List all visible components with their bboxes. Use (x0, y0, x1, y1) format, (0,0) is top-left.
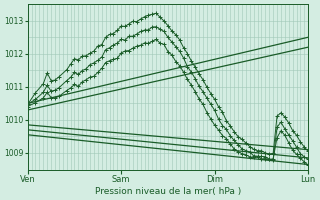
X-axis label: Pression niveau de la mer( hPa ): Pression niveau de la mer( hPa ) (95, 187, 241, 196)
